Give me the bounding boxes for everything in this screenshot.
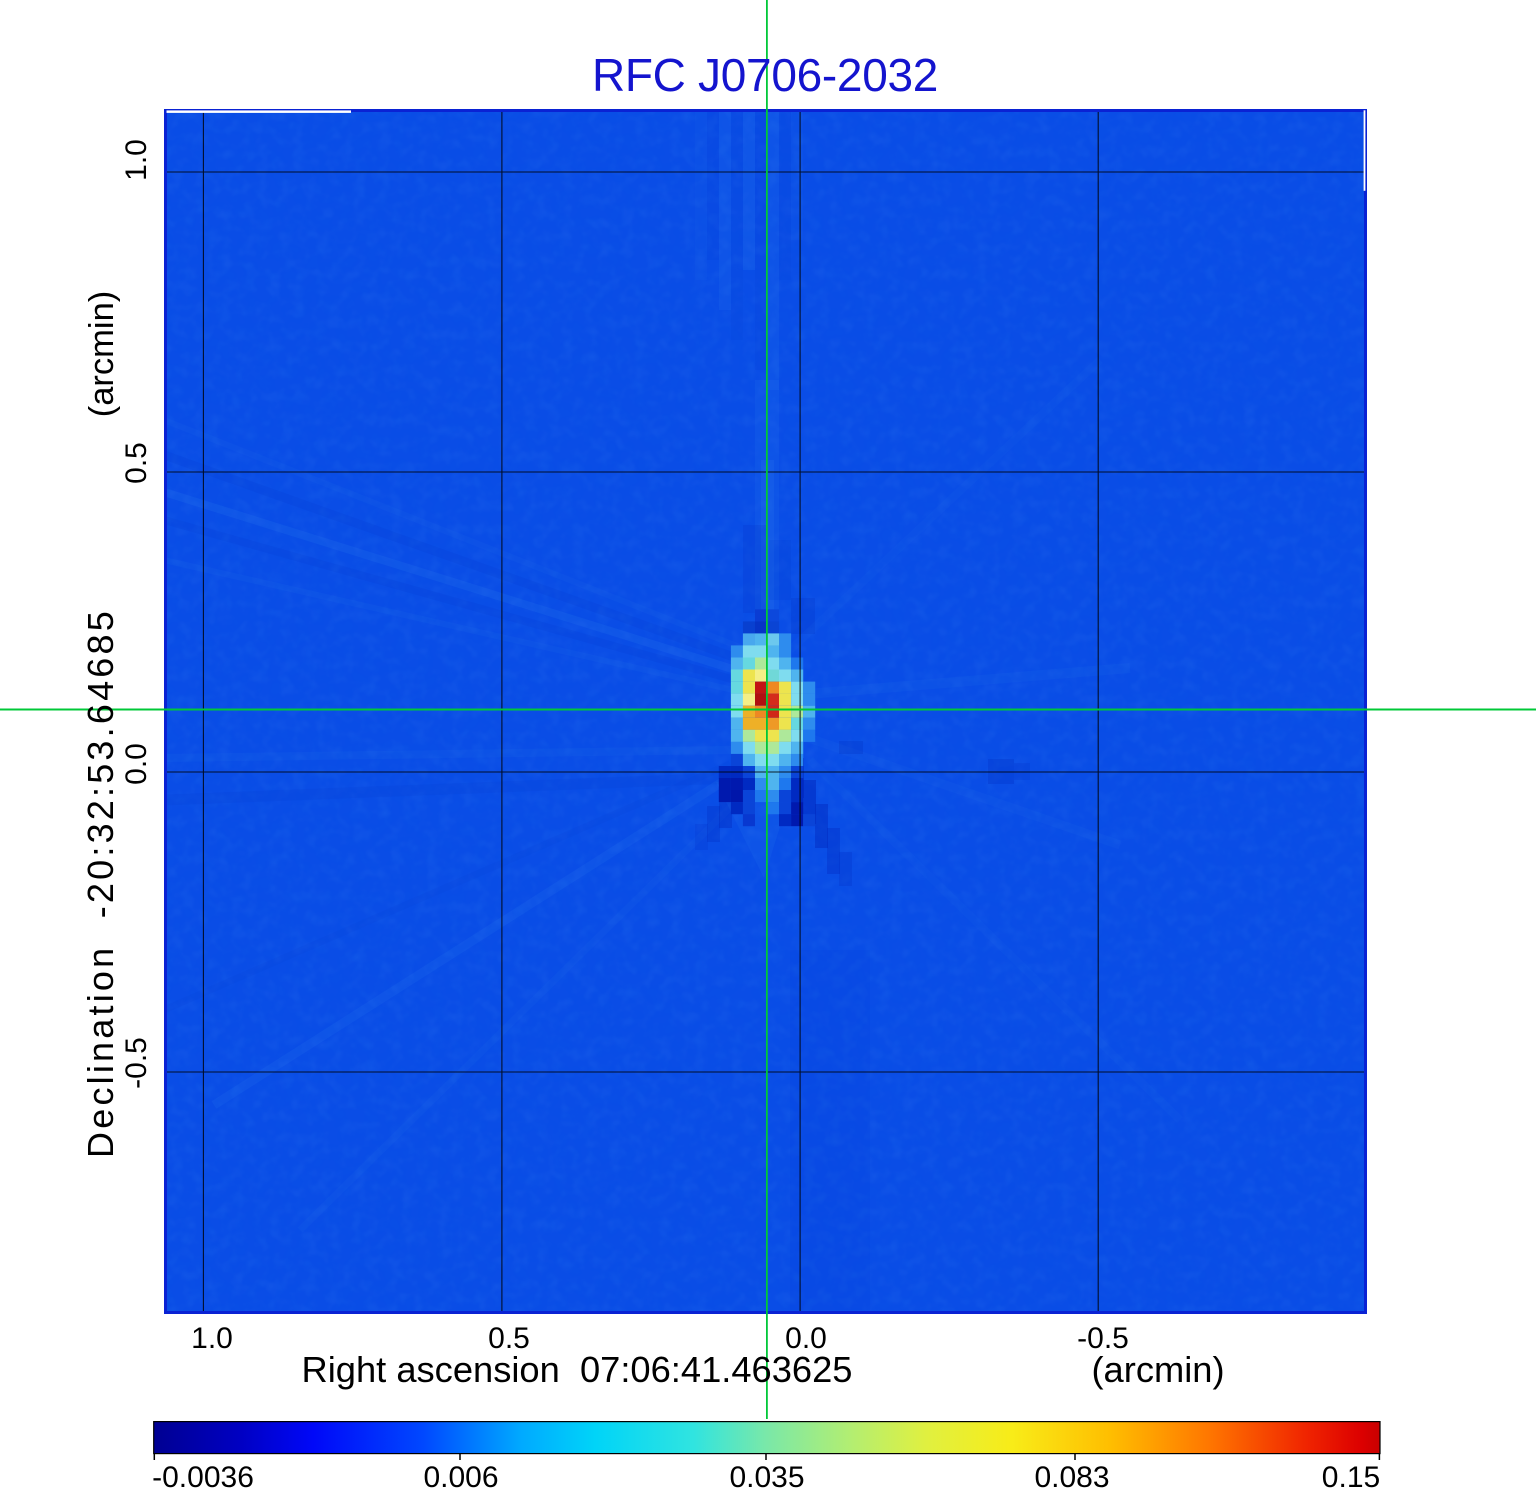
svg-text:Declination -20:32:53.64685: Declination -20:32:53.64685	[80, 608, 121, 1158]
svg-text:1.0: 1.0	[120, 139, 153, 181]
svg-text:(arcmin): (arcmin)	[1091, 1349, 1224, 1390]
svg-text:-0.0036: -0.0036	[152, 1461, 254, 1494]
svg-text:-0.5: -0.5	[120, 1037, 153, 1089]
svg-text:1.0: 1.0	[191, 1322, 233, 1355]
svg-text:0.0: 0.0	[785, 1322, 827, 1355]
svg-text:0.006: 0.006	[423, 1461, 498, 1494]
svg-text:0.5: 0.5	[120, 442, 153, 484]
svg-text:0.5: 0.5	[488, 1322, 530, 1355]
svg-text:Right ascension 07:06:41.4636: Right ascension 07:06:41.463625	[302, 1349, 853, 1390]
svg-text:0.035: 0.035	[729, 1461, 804, 1494]
svg-text:RFC J0706-2032: RFC J0706-2032	[592, 49, 938, 101]
svg-text:0.083: 0.083	[1034, 1461, 1109, 1494]
svg-text:(arcmin): (arcmin)	[83, 291, 121, 418]
svg-text:0.15: 0.15	[1322, 1461, 1380, 1494]
svg-text:0.0: 0.0	[120, 743, 153, 785]
svg-text:-0.5: -0.5	[1077, 1322, 1129, 1355]
